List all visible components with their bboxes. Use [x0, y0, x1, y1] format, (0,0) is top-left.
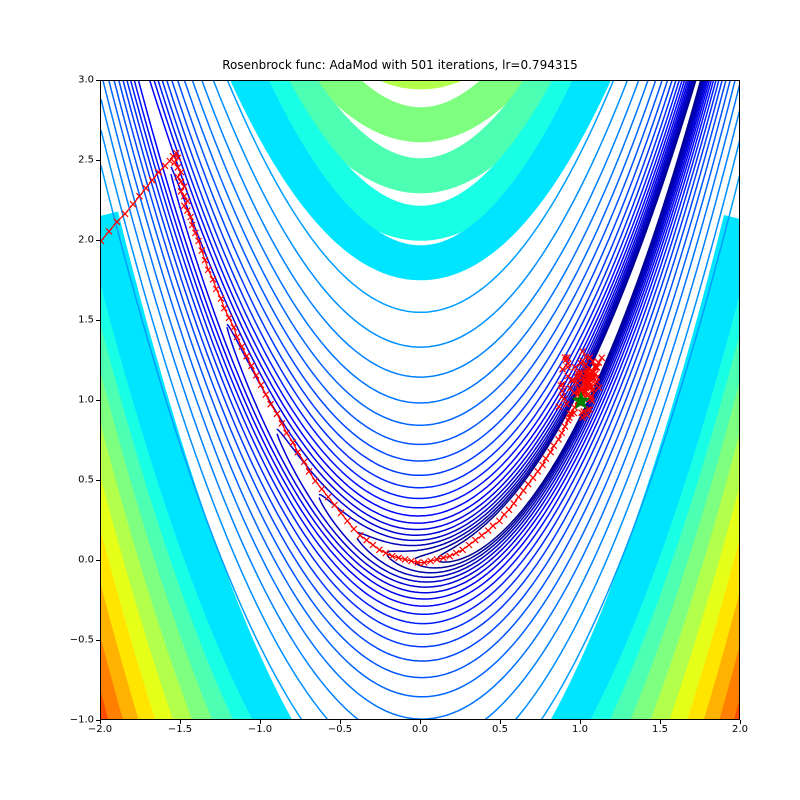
y-tick-label: 1.0	[78, 395, 94, 406]
y-tick-label: −1.0	[70, 715, 94, 726]
x-tick-label: −1.5	[168, 724, 192, 735]
y-tick-label: 1.5	[78, 315, 94, 326]
x-tick-label: 1.0	[572, 724, 588, 735]
chart-container: Rosenbrock func: AdaMod with 501 iterati…	[0, 0, 800, 800]
x-tick-label: −1.0	[248, 724, 272, 735]
x-tick-label: 2.0	[732, 724, 748, 735]
y-tick-label: 3.0	[78, 75, 94, 86]
y-tick-label: −0.5	[70, 635, 94, 646]
y-tick-label: 2.5	[78, 155, 94, 166]
chart-title: Rosenbrock func: AdaMod with 501 iterati…	[0, 58, 800, 72]
contour-layer	[101, 81, 740, 720]
plot-area	[100, 80, 740, 720]
y-tick-label: 0.0	[78, 555, 94, 566]
x-tick-label: 0.5	[492, 724, 508, 735]
x-tick-label: 0.0	[412, 724, 428, 735]
y-tick-label: 0.5	[78, 475, 94, 486]
x-tick-label: −0.5	[328, 724, 352, 735]
x-tick-label: 1.5	[652, 724, 668, 735]
y-tick-label: 2.0	[78, 235, 94, 246]
x-tick-label: −2.0	[88, 724, 112, 735]
plot-svg	[101, 81, 740, 720]
